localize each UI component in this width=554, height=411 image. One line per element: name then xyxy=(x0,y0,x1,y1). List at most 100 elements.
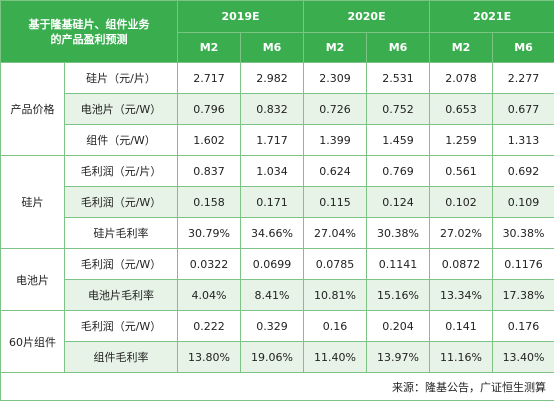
value-cell: 2.982 xyxy=(239,62,305,94)
value-cell: 11.16% xyxy=(429,341,494,373)
value-cell: 4.04% xyxy=(177,279,241,311)
value-cell: 0.158 xyxy=(177,186,241,218)
value-cell: 0.677 xyxy=(492,93,554,125)
value-cell: 13.80% xyxy=(177,341,241,373)
product-header: M6 xyxy=(239,32,305,63)
value-cell: 13.40% xyxy=(492,341,554,373)
row-label: 电池片毛利率 xyxy=(64,279,178,311)
value-cell: 1.034 xyxy=(239,155,305,187)
value-cell: 0.141 xyxy=(429,310,494,342)
value-cell: 0.176 xyxy=(492,310,554,342)
value-cell: 0.832 xyxy=(239,93,305,125)
value-cell: 0.796 xyxy=(177,93,241,125)
value-cell: 15.16% xyxy=(366,279,431,311)
value-cell: 1.313 xyxy=(492,124,554,156)
value-cell: 0.726 xyxy=(303,93,368,125)
value-cell: 13.97% xyxy=(366,341,431,373)
value-cell: 0.692 xyxy=(492,155,554,187)
value-cell: 1.459 xyxy=(366,124,431,156)
source-note: 来源：隆基公告，广证恒生测算 xyxy=(0,372,554,401)
row-label: 组件毛利率 xyxy=(64,341,178,373)
value-cell: 1.602 xyxy=(177,124,241,156)
table-title-line1: 基于隆基硅片、组件业务 xyxy=(28,17,150,31)
value-cell: 2.277 xyxy=(492,62,554,94)
value-cell: 2.078 xyxy=(429,62,494,94)
value-cell: 30.79% xyxy=(177,217,241,249)
table-row: 毛利润（元/W） 0.158 0.171 0.115 0.124 0.102 0.109 xyxy=(1,186,554,218)
year-header: 2021E xyxy=(429,0,554,33)
value-cell: 0.102 xyxy=(429,186,494,218)
value-cell: 0.1141 xyxy=(366,248,431,280)
value-cell: 17.38% xyxy=(492,279,554,311)
category-cell: 硅片 xyxy=(0,155,65,249)
table-row: 硅片毛利率 30.79% 34.66% 27.04% 30.38% 27.02% 30.38… xyxy=(1,217,554,249)
category-cell: 电池片 xyxy=(0,248,65,311)
value-cell: 1.259 xyxy=(429,124,494,156)
value-cell: 0.16 xyxy=(303,310,368,342)
year-header: 2020E xyxy=(303,0,431,33)
category-cell: 产品价格 xyxy=(0,62,65,156)
value-cell: 0.653 xyxy=(429,93,494,125)
value-cell: 0.0872 xyxy=(429,248,494,280)
table-row: 电池片毛利率 4.04% 8.41% 10.81% 15.16% 13.34% 17.38% xyxy=(1,279,554,311)
value-cell: 13.34% xyxy=(429,279,494,311)
value-cell: 0.837 xyxy=(177,155,241,187)
value-cell: 0.0699 xyxy=(239,248,305,280)
value-cell: 0.0785 xyxy=(303,248,368,280)
value-cell: 27.02% xyxy=(429,217,494,249)
value-cell: 0.769 xyxy=(366,155,431,187)
value-cell: 1.399 xyxy=(303,124,368,156)
product-header: M2 xyxy=(177,32,241,63)
product-header: M6 xyxy=(492,32,554,63)
value-cell: 0.561 xyxy=(429,155,494,187)
value-cell: 34.66% xyxy=(239,217,305,249)
table-title-line2: 的产品盈利预测 xyxy=(50,32,128,46)
product-header: M2 xyxy=(429,32,494,63)
value-cell: 0.329 xyxy=(239,310,305,342)
value-cell: 0.0322 xyxy=(177,248,241,280)
value-cell: 0.624 xyxy=(303,155,368,187)
table-row: 组件毛利率 13.80% 19.06% 11.40% 13.97% 11.16% 13.40… xyxy=(1,341,554,373)
table-row: 电池片（元/W） 0.796 0.832 0.726 0.752 0.653 0.677 xyxy=(1,93,554,125)
row-label: 毛利润（元/片） xyxy=(64,155,178,187)
profit-forecast-table: 基于隆基硅片、组件业务 的产品盈利预测 2019E 2020E 2021E M2… xyxy=(0,0,554,401)
value-cell: 27.04% xyxy=(303,217,368,249)
table-row: 产品价格 硅片（元/片） 2.717 2.982 2.309 2.531 2.078 2.27… xyxy=(0,62,554,156)
table-row: 60片组件 毛利润（元/W） 0.222 0.329 0.16 0.204 0.141 0.1… xyxy=(0,310,554,373)
table-row: 组件（元/W） 1.602 1.717 1.399 1.459 1.259 1.313 xyxy=(1,124,554,156)
value-cell: 2.717 xyxy=(177,62,241,94)
table-body: 产品价格 硅片（元/片） 2.717 2.982 2.309 2.531 2.078 2.27… xyxy=(0,62,554,373)
year-header: 2019E xyxy=(176,0,305,33)
value-cell: 2.309 xyxy=(303,62,368,94)
value-cell: 0.109 xyxy=(492,186,554,218)
value-cell: 0.1176 xyxy=(492,248,554,280)
value-cell: 0.124 xyxy=(366,186,431,218)
row-label: 毛利润（元/W） xyxy=(64,310,178,342)
value-cell: 0.171 xyxy=(239,186,305,218)
value-cell: 30.38% xyxy=(366,217,431,249)
value-cell: 0.204 xyxy=(366,310,431,342)
product-header: M2 xyxy=(303,32,368,63)
value-cell: 0.752 xyxy=(366,93,431,125)
value-cell: 19.06% xyxy=(239,341,305,373)
row-label: 硅片毛利率 xyxy=(64,217,178,249)
product-header: M6 xyxy=(366,32,431,63)
value-cell: 0.115 xyxy=(303,186,368,218)
value-cell: 1.717 xyxy=(239,124,305,156)
value-cell: 10.81% xyxy=(303,279,368,311)
row-label: 电池片（元/W） xyxy=(64,93,178,125)
value-cell: 11.40% xyxy=(303,341,368,373)
value-cell: 2.531 xyxy=(366,62,431,94)
value-cell: 0.222 xyxy=(177,310,241,342)
table-title-cell: 基于隆基硅片、组件业务 的产品盈利预测 xyxy=(0,0,178,63)
row-label: 硅片（元/片） xyxy=(64,62,178,94)
table-row: 硅片 毛利润（元/片） 0.837 1.034 0.624 0.769 0.561 0.692 xyxy=(0,155,554,249)
table-row: 电池片 毛利润（元/W） 0.0322 0.0699 0.0785 0.1141 0.087… xyxy=(0,248,554,311)
value-cell: 8.41% xyxy=(239,279,305,311)
value-cell: 30.38% xyxy=(492,217,554,249)
row-label: 组件（元/W） xyxy=(64,124,178,156)
category-cell: 60片组件 xyxy=(0,310,65,373)
row-label: 毛利润（元/W） xyxy=(64,186,178,218)
row-label: 毛利润（元/W） xyxy=(64,248,178,280)
